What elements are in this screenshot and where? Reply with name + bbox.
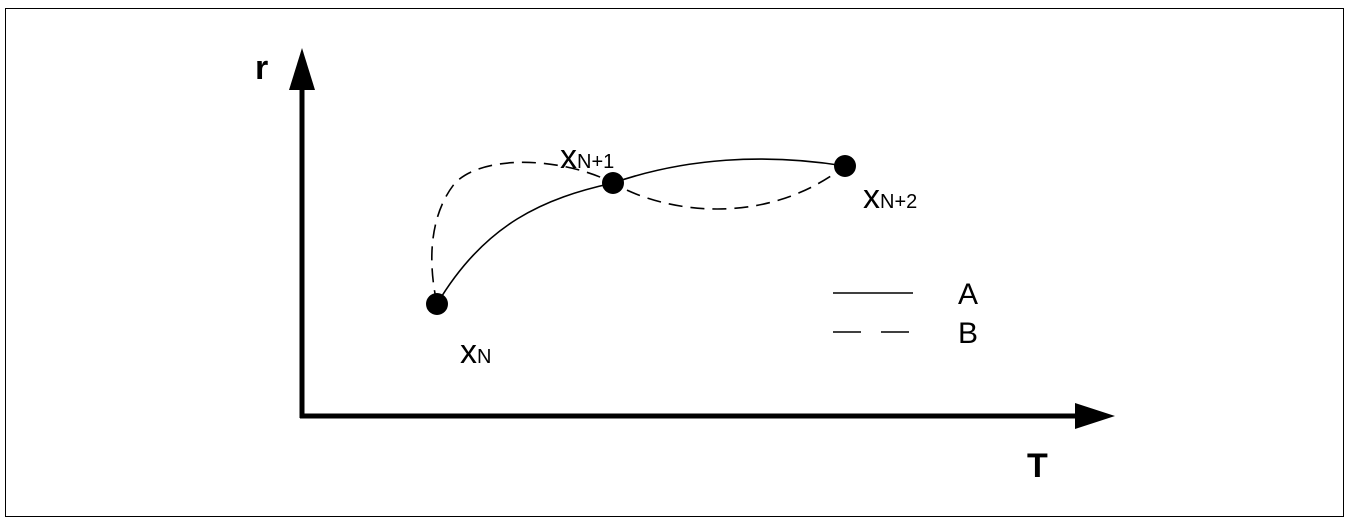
point-xn1 — [602, 172, 624, 194]
label-xn2: xN+2 — [863, 178, 917, 216]
diagram-canvas: r T xN xN+1 xN+2 A B — [5, 8, 1344, 517]
y-axis-arrowhead — [289, 48, 315, 90]
point-xn — [426, 293, 448, 315]
x-axis-label: T — [1027, 447, 1048, 485]
curve-b — [431, 161, 846, 305]
label-xn1: xN+1 — [560, 138, 614, 176]
diagram-border — [5, 8, 1344, 517]
x-axis-arrowhead — [1075, 403, 1115, 429]
curve-a — [436, 158, 846, 305]
legend-label-b: B — [958, 317, 978, 350]
y-axis-label: r — [255, 49, 268, 87]
point-xn2 — [834, 155, 856, 177]
label-xn: xN — [460, 333, 491, 371]
legend-label-a: A — [958, 278, 978, 311]
legend: A B — [833, 278, 978, 350]
